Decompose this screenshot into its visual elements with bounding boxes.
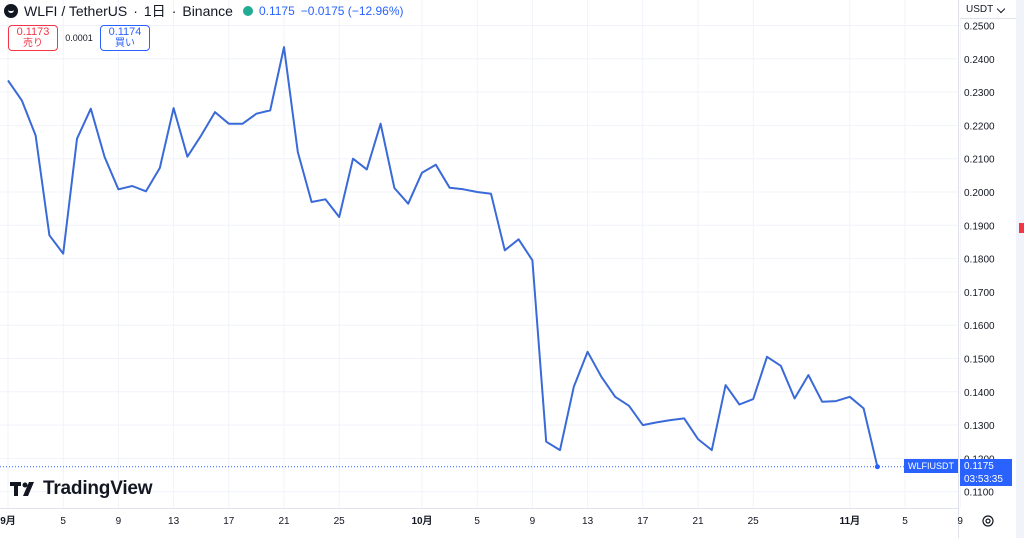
symbol-name[interactable]: WLFI / TetherUS [24,3,128,19]
symbol-price-tag: WLFIUSDT [904,459,958,473]
tradingview-logo-icon [10,482,34,496]
price-axis[interactable]: 0.2500 0.2400 0.2300 0.2200 0.2100 0.2000 0.19… [964,22,995,499]
y-tick-label: 0.1700 [964,288,995,299]
y-tick-label: 0.2400 [964,55,995,66]
wlfi-logo-icon [4,4,18,18]
y-tick-label: 0.1300 [964,421,995,432]
header-price: 0.1175 [258,4,295,18]
y-tick-label: 0.2200 [964,121,995,132]
y-tick-label: 0.1500 [964,355,995,366]
x-tick-label: 5 [902,516,908,527]
x-tick-label: 17 [637,516,649,527]
time-axis[interactable]: 9月 5 9 13 17 21 25 10月 5 9 13 17 21 25 11月 5 9 [0,515,963,527]
x-tick-label: 25 [334,516,346,527]
x-tick-label: 10月 [411,515,432,527]
tradingview-watermark[interactable]: TradingView [10,478,153,500]
x-tick-label: 9月 [0,515,16,527]
alert-marker[interactable] [1019,223,1024,233]
right-toolbar-strip [1016,0,1024,538]
x-tick-label: 5 [474,516,480,527]
exchange-label[interactable]: Binance [182,3,233,19]
buy-label: 買い [115,38,135,49]
buy-button[interactable]: 0.1174 買い [100,25,150,51]
separator-dot: · [133,3,138,19]
settings-icon[interactable] [981,514,995,528]
header-change: −0.0175 (−12.96%) [300,4,404,18]
sell-label: 売り [23,38,43,49]
last-price-dot [874,464,880,470]
y-tick-label: 0.2000 [964,188,995,199]
y-tick-label: 0.1400 [964,388,995,399]
separator-dot: · [171,3,177,19]
y-tick-label: 0.1600 [964,321,995,332]
y-tick-label: 0.1800 [964,255,995,266]
last-price-value: 0.1175 [964,461,994,472]
line-layer [0,46,958,470]
x-tick-label: 21 [692,516,704,527]
spread-value: 0.0001 [65,33,93,43]
currency-label: USDT [966,3,994,15]
market-open-dot-icon [242,6,253,16]
x-tick-label: 25 [748,516,760,527]
bar-countdown: 03:53:35 [964,474,1003,485]
x-tick-label: 13 [582,516,594,527]
y-tick-label: 0.2100 [964,155,995,166]
x-tick-label: 17 [223,516,235,527]
x-tick-label: 5 [60,516,66,527]
sell-price: 0.1173 [16,26,50,38]
trade-buttons: 0.1173 売り 0.0001 0.1174 買い [8,25,150,51]
x-tick-label: 21 [278,516,290,527]
currency-select[interactable]: USDT [960,0,1016,19]
x-tick-label: 13 [168,516,180,527]
symbol-header[interactable]: WLFI / TetherUS · 1日 · Binance 0.1175 −0… [4,0,404,22]
x-tick-label: 9 [116,516,122,527]
y-tick-label: 0.1100 [964,488,994,499]
series-line-wlfiusdt [7,46,879,467]
sell-button[interactable]: 0.1173 売り [8,25,58,51]
watermark-text: TradingView [43,478,153,499]
x-tick-label: 11月 [840,515,861,527]
last-price-tag: 0.1175 03:53:35 [960,459,1012,486]
y-tick-label: 0.2300 [964,88,995,99]
x-tick-label: 9 [530,516,536,527]
y-tick-label: 0.1900 [964,221,995,232]
buy-price: 0.1174 [108,26,142,38]
grid-layer [0,0,961,538]
y-tick-label: 0.2500 [964,22,995,33]
interval-label[interactable]: 1日 [143,3,166,19]
x-tick-label: 9 [957,516,963,527]
